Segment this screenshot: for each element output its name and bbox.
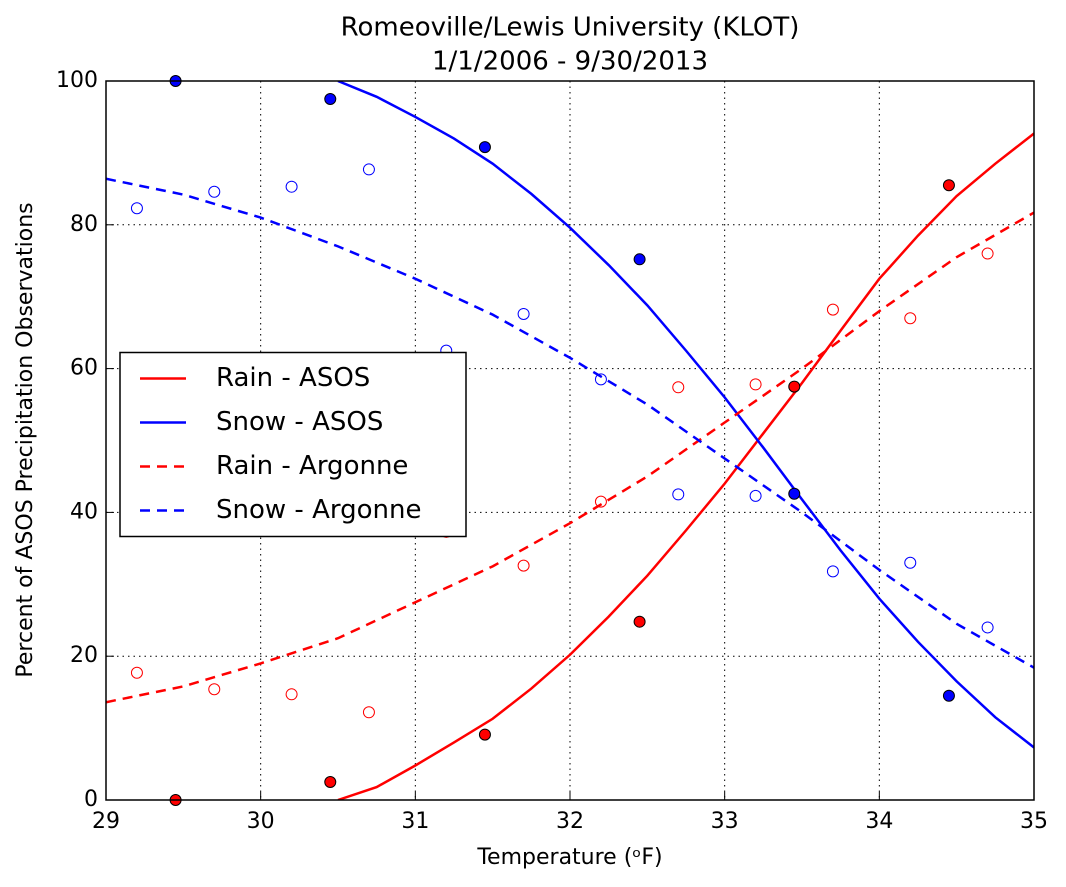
data-point [788,487,801,500]
x-tick-label: 34 [865,809,893,834]
data-point [478,728,491,741]
data-point [517,307,530,320]
legend-label: Snow - ASOS [216,407,383,437]
data-point [324,92,337,105]
plot-points [130,75,994,806]
legend-label: Rain - ASOS [216,363,370,393]
data-point [942,689,955,702]
y-axis-label: Percent of ASOS Precipitation Observatio… [13,202,38,677]
legend-label: Snow - Argonne [216,495,421,525]
series-line [337,132,1034,800]
legend-label: Rain - Argonne [216,451,408,481]
series-line [337,81,1034,749]
y-tick-label: 0 [84,787,98,812]
series-line [106,211,1034,704]
data-point [285,688,298,701]
data-point [633,615,646,628]
y-tick-label: 80 [70,212,98,237]
data-point [362,706,375,719]
data-point [594,495,607,508]
plot-lines [106,81,1034,800]
x-tick-label: 29 [92,809,120,834]
data-point [594,373,607,386]
data-point [285,180,298,193]
data-point [324,776,337,789]
legend-box [119,351,467,538]
chart-title: Romeoville/Lewis University (KLOT) [341,13,800,43]
x-axis-label: Temperature (ᵒF) [476,845,662,870]
y-tick-label: 100 [56,68,98,93]
data-point [904,556,917,569]
series-line [106,177,1034,669]
x-tick-label: 31 [401,809,429,834]
x-tick-label: 33 [711,809,739,834]
data-point [672,488,685,501]
x-tick-label: 32 [556,809,584,834]
data-point [130,666,143,679]
data-point [517,559,530,572]
y-tick-label: 60 [70,356,98,381]
data-point [788,380,801,393]
y-tick-label: 40 [70,499,98,524]
chart-subtitle: 1/1/2006 - 9/30/2013 [432,47,708,77]
data-point [633,253,646,266]
data-point [749,378,762,391]
data-point [749,489,762,502]
data-point [942,179,955,192]
data-point [362,163,375,176]
data-point [208,185,221,198]
plot-frame [105,80,1035,801]
data-point [904,312,917,325]
data-point [981,621,994,634]
x-tick-label: 30 [247,809,275,834]
y-tick-label: 20 [70,643,98,668]
legend: Rain - ASOS Snow - ASOS Rain - Argonne Snow… [119,351,467,538]
data-point [130,202,143,215]
data-point [826,303,839,316]
x-tick-label: 35 [1020,809,1048,834]
data-point [478,141,491,154]
grid: 29 30 31 32 33 34 35 0 20 40 60 80 100 [56,68,1048,834]
data-point [672,381,685,394]
data-point [981,247,994,260]
data-point [826,565,839,578]
data-point [208,683,221,696]
